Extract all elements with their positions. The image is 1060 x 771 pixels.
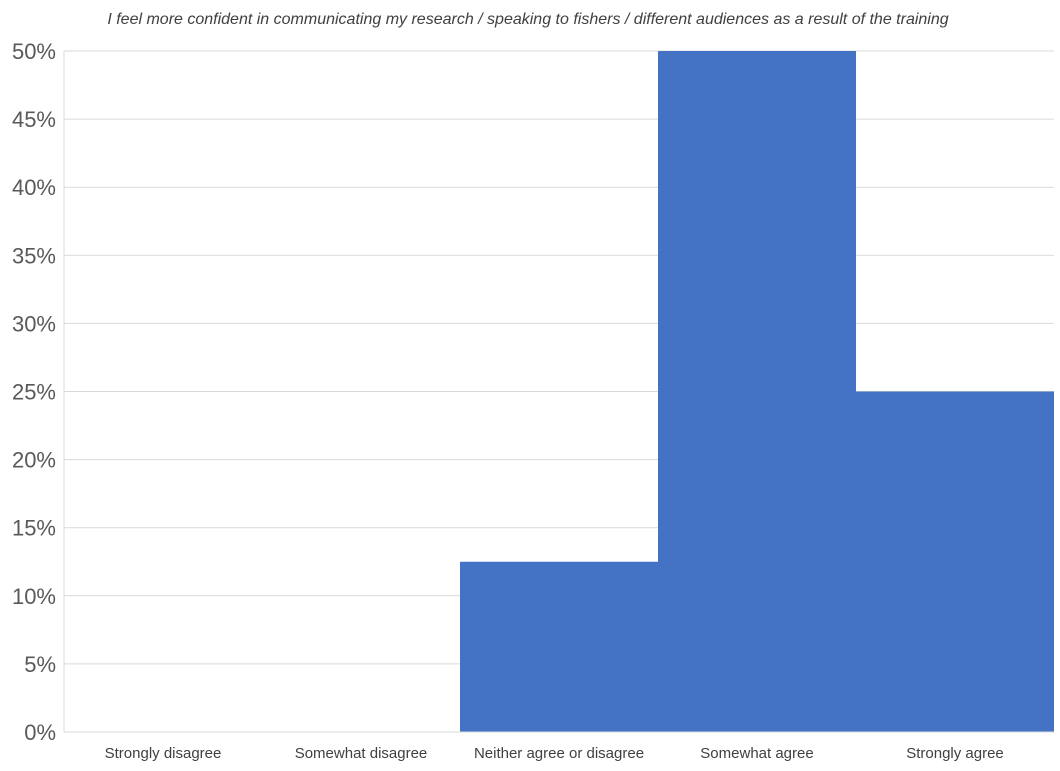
y-tick-label: 30% bbox=[12, 311, 56, 336]
y-tick-label: 5% bbox=[24, 652, 56, 677]
x-tick-label: Strongly disagree bbox=[105, 745, 222, 762]
y-tick-label: 15% bbox=[12, 516, 56, 541]
chart-title: I feel more confident in communicating m… bbox=[107, 11, 948, 28]
y-tick-label: 20% bbox=[12, 448, 56, 473]
y-axis: 0% 5% 10% 15% 20% 25% 30% 35% 40% 45% 50% bbox=[12, 39, 56, 745]
bar-strongly-agree bbox=[856, 391, 1054, 732]
y-tick-label: 40% bbox=[12, 175, 56, 200]
y-tick-label: 45% bbox=[12, 107, 56, 132]
x-tick-label: Somewhat disagree bbox=[295, 745, 428, 762]
y-tick-label: 35% bbox=[12, 243, 56, 268]
bars bbox=[460, 51, 1054, 732]
x-axis: Strongly disagree Somewhat disagree Neithe… bbox=[64, 731, 1054, 762]
x-tick-label: Somewhat agree bbox=[700, 745, 813, 762]
bar-somewhat-agree bbox=[658, 51, 856, 732]
x-tick-label: Neither agree or disagree bbox=[474, 745, 644, 762]
gridlines bbox=[63, 50, 1054, 733]
y-tick-label: 50% bbox=[12, 39, 56, 64]
x-tick-label: Strongly agree bbox=[906, 745, 1004, 762]
y-tick-label: 10% bbox=[12, 584, 56, 609]
y-tick-label: 25% bbox=[12, 380, 56, 405]
bar-neither-agree-or-disagree bbox=[460, 561, 658, 732]
y-tick-label: 0% bbox=[24, 720, 56, 745]
